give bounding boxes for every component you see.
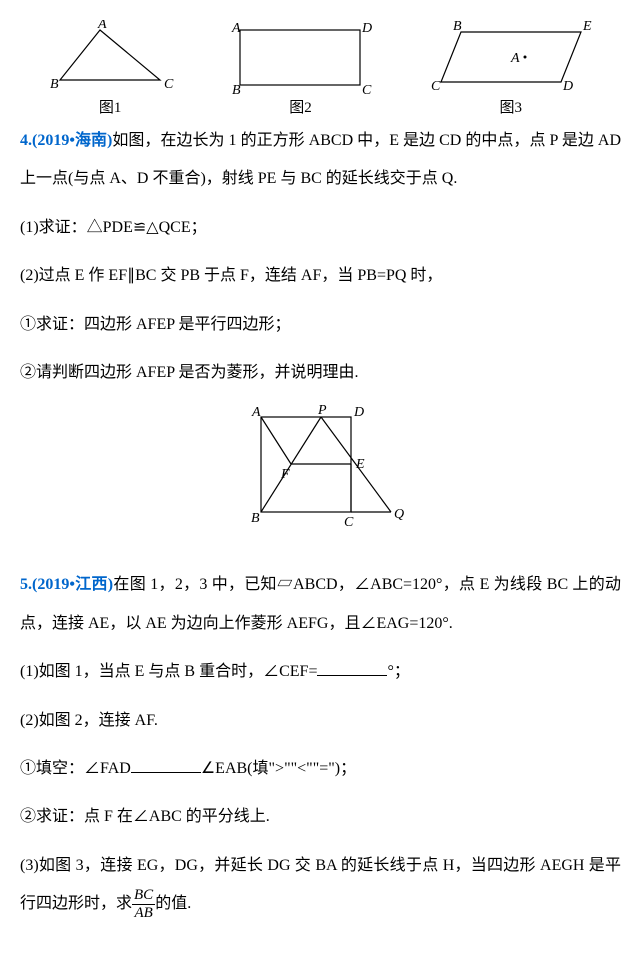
q5-part1-post: °； (387, 663, 409, 680)
frac-num: BC (132, 887, 155, 905)
svg-text:B: B (251, 511, 260, 526)
figure-3-label: 图3 (500, 101, 523, 116)
svg-text:B: B (232, 83, 241, 95)
fraction-bc-ab: BCAB (132, 887, 155, 921)
q5-sub1-post: ">""<""=")； (269, 760, 357, 777)
svg-text:P: P (317, 403, 327, 418)
parallelogram-figure-3: B E C D A (421, 20, 601, 95)
q5-part1: (1)如图 1，当点 E 与点 B 重合时，∠CEF= °； (20, 653, 621, 691)
figure-2: A D B C 图2 (220, 20, 380, 116)
svg-text:C: C (362, 83, 372, 95)
q5-sub1: ①填空：∠FAD ∠EAB(填">""<""=")； (20, 750, 621, 788)
svg-text:B: B (453, 20, 462, 34)
svg-text:E: E (582, 20, 592, 34)
q4-intro: 4.(2019•海南)如图，在边长为 1 的正方形 ABCD 中，E 是边 CD… (20, 122, 621, 199)
q4-sub2: ②请判断四边形 AFEP 是否为菱形，并说明理由. (20, 354, 621, 392)
q5-sub1-pre: ①填空：∠FAD (20, 760, 131, 777)
svg-text:C: C (431, 79, 441, 94)
figure-1: A B C 图1 (40, 20, 180, 116)
top-figure-row: A B C 图1 A D B C 图2 B E C D A 图3 (20, 20, 621, 116)
q4-figure: A D B C P E F Q (20, 402, 621, 546)
svg-text:D: D (353, 405, 364, 420)
q5-part3-pre: (3)如图 3，连接 EG，DG，并延长 DG 交 BA 的延长线于点 H，当四… (20, 857, 621, 912)
q5-part3: (3)如图 3，连接 EG，DG，并延长 DG 交 BA 的延长线于点 H，当四… (20, 847, 621, 924)
q4-tag: 4.(2019•海南) (20, 132, 112, 149)
svg-text:F: F (280, 467, 290, 482)
q5-intro: 5.(2019•江西)在图 1，2，3 中，已知▱ABCD，∠ABC=120°，… (20, 566, 621, 643)
q4-diagram: A D B C P E F Q (226, 402, 416, 542)
svg-text:B: B (50, 77, 59, 92)
q5-part3-post: 的值. (155, 895, 191, 912)
svg-text:A: A (231, 21, 241, 36)
svg-text:D: D (361, 21, 372, 36)
q5-tag: 5.(2019•江西) (20, 576, 113, 593)
blank-2 (131, 758, 201, 773)
frac-den: AB (132, 905, 155, 922)
q5-part1-pre: (1)如图 1，当点 E 与点 B 重合时，∠CEF= (20, 663, 317, 680)
svg-text:A: A (97, 20, 107, 32)
svg-text:C: C (344, 515, 354, 530)
svg-text:Q: Q (394, 507, 404, 522)
q4-sub1: ①求证：四边形 AFEP 是平行四边形； (20, 306, 621, 344)
q4-part1: (1)求证：△PDE≌△QCE； (20, 209, 621, 247)
square-figure-2: A D B C (220, 20, 380, 95)
q5-sub1-mid: ∠EAB(填 (201, 760, 269, 777)
figure-1-label: 图1 (99, 101, 122, 116)
q5-sub2: ②求证：点 F 在∠ABC 的平分线上. (20, 798, 621, 836)
triangle-figure-1: A B C (40, 20, 180, 95)
q5-part2: (2)如图 2，连接 AF. (20, 702, 621, 740)
svg-text:A: A (510, 51, 520, 66)
figure-3: B E C D A 图3 (421, 20, 601, 116)
svg-text:A: A (251, 405, 261, 420)
figure-2-label: 图2 (289, 101, 312, 116)
svg-text:E: E (355, 457, 365, 472)
svg-text:D: D (562, 79, 573, 94)
svg-text:C: C (164, 77, 174, 92)
blank-1 (317, 661, 387, 676)
q4-part2: (2)过点 E 作 EF∥BC 交 PB 于点 F，连结 AF，当 PB=PQ … (20, 257, 621, 295)
